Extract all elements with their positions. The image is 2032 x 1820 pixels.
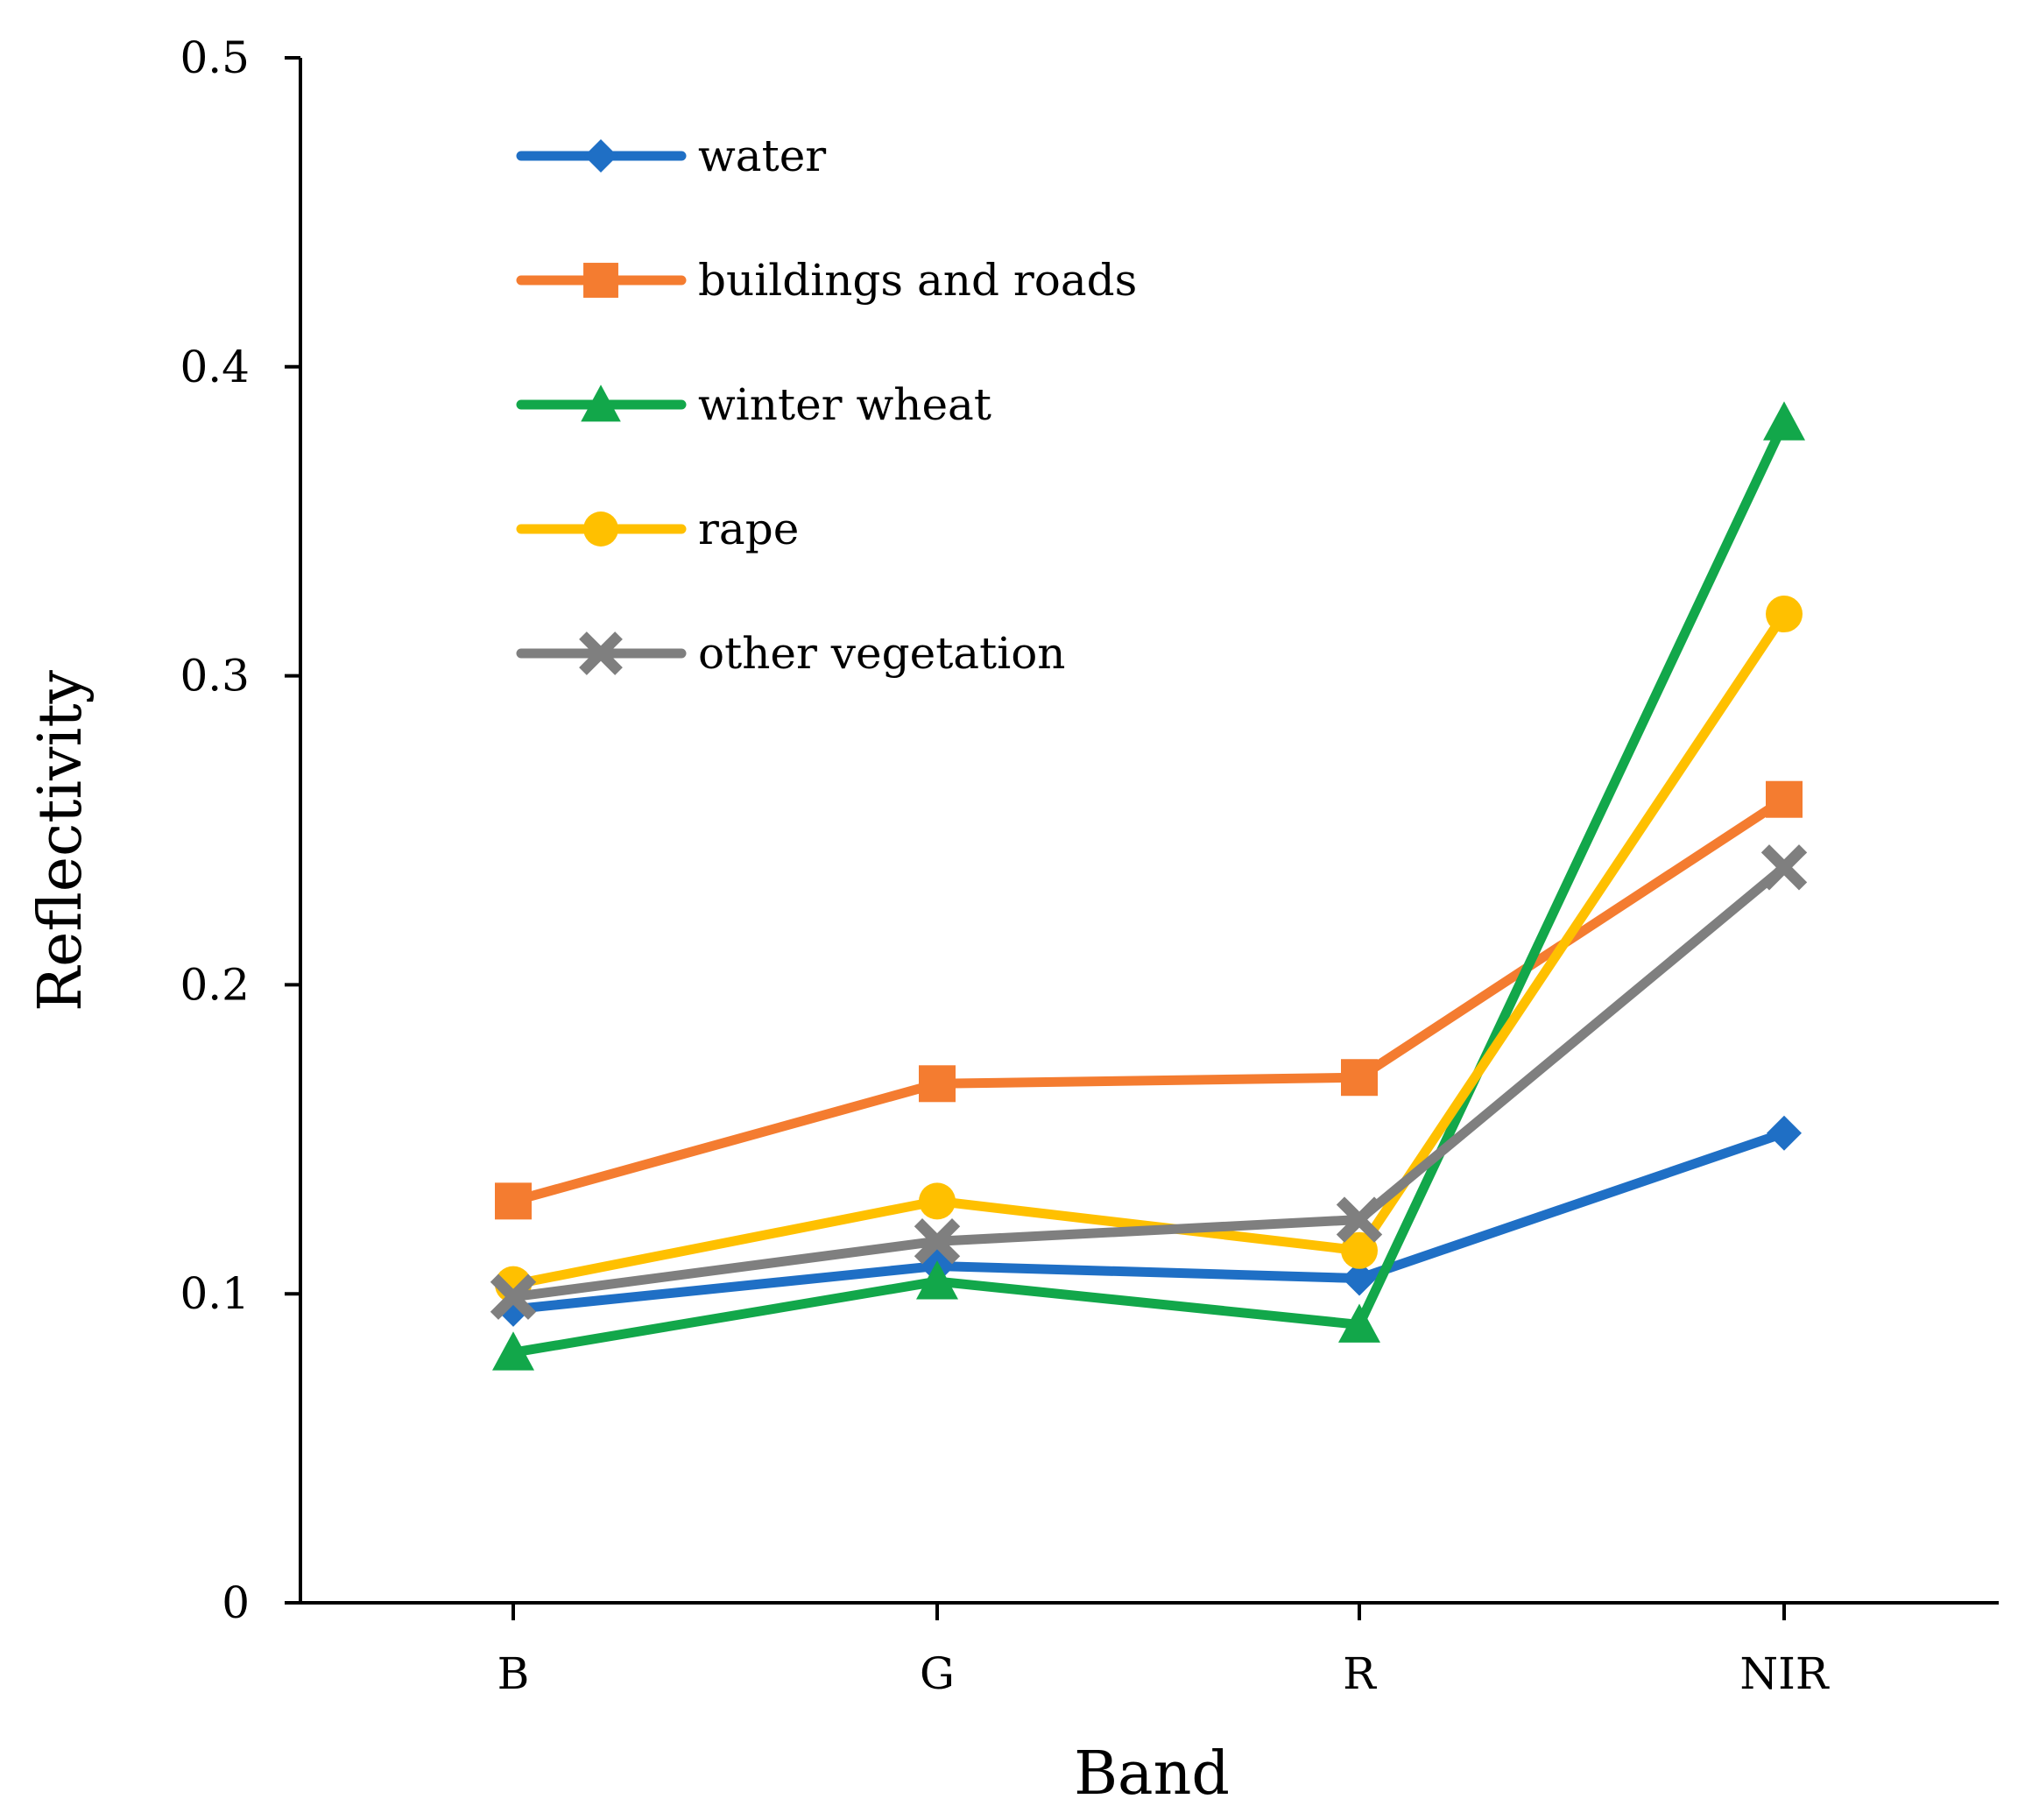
series-line — [508, 862, 1789, 1302]
data-point — [919, 1182, 956, 1220]
data-point — [919, 1065, 956, 1103]
data-point — [916, 1260, 958, 1300]
legend-label: water — [698, 131, 826, 181]
data-point — [1341, 1231, 1378, 1269]
data-point — [1766, 596, 1803, 633]
data-point — [1767, 1115, 1802, 1151]
legend-label: other vegetation — [698, 628, 1066, 679]
data-point — [1338, 1303, 1380, 1343]
y-axis-title: Reflectivity — [26, 669, 95, 1012]
x-tick-label: NIR — [1739, 1648, 1830, 1699]
data-point — [1342, 1260, 1377, 1296]
series-line — [508, 417, 1789, 1358]
data-point — [1760, 844, 1808, 891]
legend-item: winter wheat — [516, 379, 991, 430]
y-tick-label: 0.2 — [180, 959, 250, 1010]
data-point — [492, 1331, 534, 1371]
data-point — [579, 631, 623, 675]
x-tick-label: G — [920, 1648, 955, 1699]
x-axis-title: Band — [1074, 1739, 1230, 1809]
legend-label: buildings and roads — [698, 255, 1137, 306]
data-point — [1336, 1196, 1383, 1243]
y-tick-label: 0.3 — [180, 651, 250, 702]
x-tick-label: R — [1343, 1648, 1377, 1699]
legend-item: rape — [516, 504, 799, 554]
data-point — [490, 1273, 537, 1320]
legend-item: buildings and roads — [516, 255, 1137, 306]
y-tick-label: 0.4 — [180, 342, 250, 392]
legend-item: water — [516, 131, 826, 181]
series-line — [508, 1128, 1789, 1315]
y-tick-label: 0.5 — [180, 32, 250, 83]
data-point — [583, 511, 618, 547]
data-point — [584, 139, 617, 173]
legend-label: winter wheat — [698, 379, 991, 430]
legend-label: rape — [698, 504, 799, 554]
series-buildings-and-roads — [495, 780, 1803, 1220]
legend: water buildings and roads winter wheat rape… — [516, 131, 1137, 679]
data-point — [1341, 1059, 1378, 1097]
y-tick-label: 0.1 — [180, 1268, 250, 1319]
data-point — [1766, 780, 1803, 818]
series-line — [508, 794, 1789, 1206]
plot-area — [490, 401, 1808, 1371]
series-other-vegetation — [490, 844, 1808, 1320]
x-tick-label: B — [497, 1648, 530, 1699]
data-point — [914, 1218, 961, 1265]
axes: 0 0.1 0.2 0.3 0.4 0.5 B G R NIR — [180, 32, 1999, 1699]
series-line — [508, 609, 1789, 1290]
y-tick-label: 0 — [222, 1577, 250, 1628]
series-winter-wheat — [492, 401, 1805, 1371]
data-point — [581, 384, 621, 422]
data-point — [1763, 401, 1805, 441]
legend-item: other vegetation — [516, 628, 1066, 679]
data-point — [495, 1182, 532, 1220]
data-point — [583, 263, 618, 298]
